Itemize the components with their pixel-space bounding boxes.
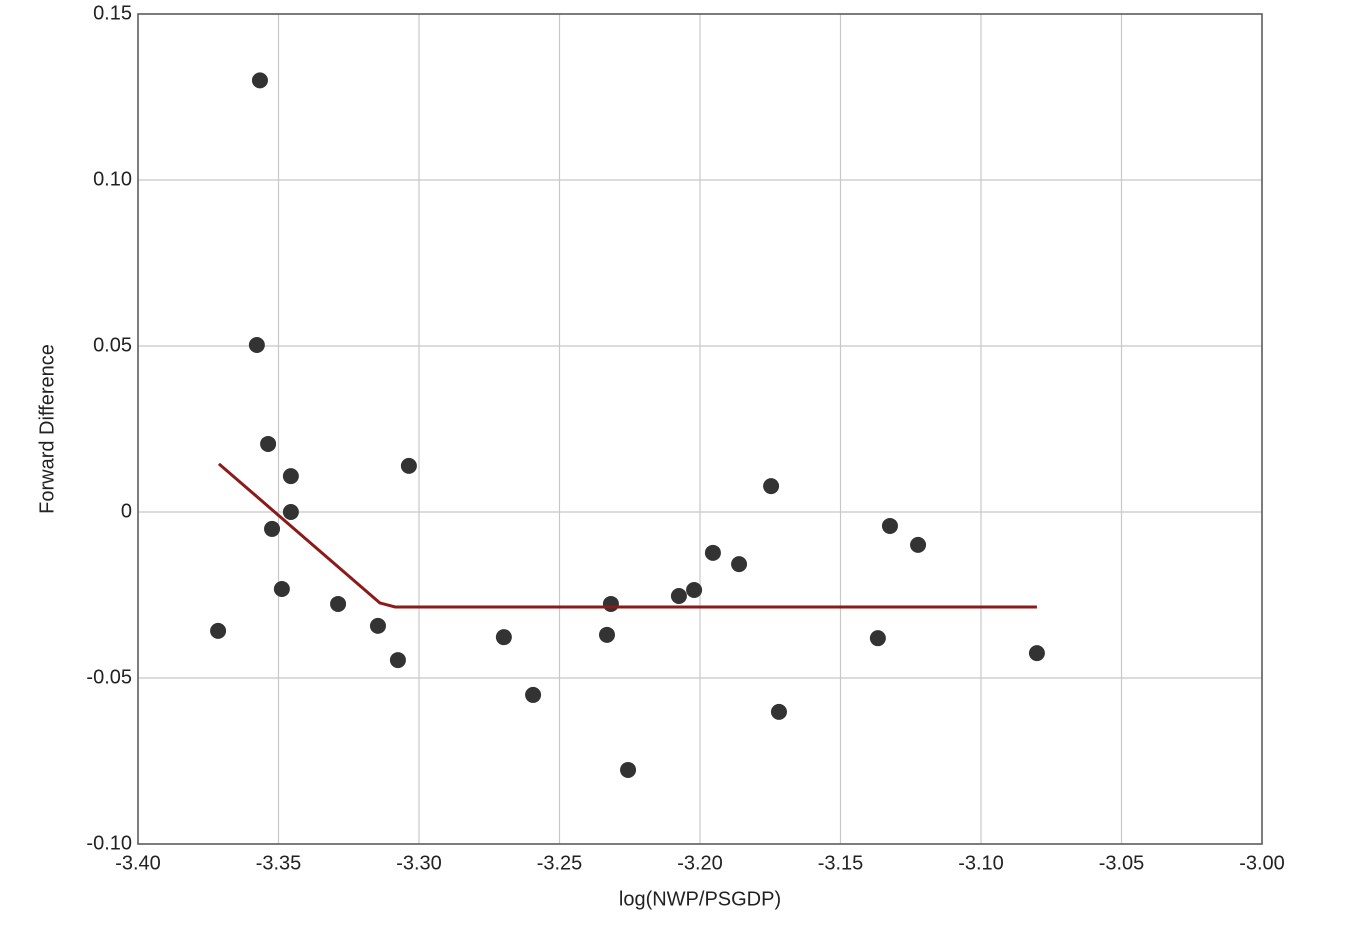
scatter-point [273,581,290,598]
scatter-point [251,72,268,89]
y-tick-label: 0.05 [93,334,132,356]
y-tick-label: -0.10 [86,832,132,854]
y-tick-label: 0 [121,500,132,522]
scatter-point [731,556,748,573]
scatter-point [525,686,542,703]
x-tick-label: -3.15 [818,852,864,874]
scatter-point [330,595,347,612]
y-tick-label: 0.15 [93,2,132,24]
plot-frame [137,13,1263,845]
x-tick-label: -3.40 [115,852,161,874]
scatter-point [602,595,619,612]
scatter-point [260,435,277,452]
scatter-point [881,517,898,534]
scatter-point [869,630,886,647]
y-tick-label: -0.05 [86,666,132,688]
x-tick-label: -3.30 [396,852,442,874]
scatter-point [704,544,721,561]
x-tick-label: -3.05 [1099,852,1145,874]
x-tick-label: -3.20 [677,852,723,874]
x-tick-label: -3.10 [958,852,1004,874]
fit-line [217,462,1037,609]
scatter-point [248,337,265,354]
scatter-point [1028,645,1045,662]
scatter-point [763,478,780,495]
y-axis-label: Forward Difference [36,344,58,514]
scatter-point [282,468,299,485]
scatter-point [369,617,386,634]
scatter-point [389,652,406,669]
scatter-point [210,622,227,639]
x-tick-label: -3.00 [1239,852,1285,874]
scatter-point [686,582,703,599]
scatter-point [598,626,615,643]
scatter-point [620,761,637,778]
x-axis-label: log(NWP/PSGDP) [619,888,781,910]
scatter-point [282,504,299,520]
scatter-point [770,703,787,720]
x-tick-label: -3.25 [537,852,583,874]
scatter-point [400,457,417,474]
scatter-point [264,520,281,537]
x-tick-label: -3.35 [256,852,302,874]
scatter-point [495,629,512,646]
scatter-point [670,587,687,604]
y-tick-label: 0.10 [93,168,132,190]
scatter-point [910,536,927,553]
